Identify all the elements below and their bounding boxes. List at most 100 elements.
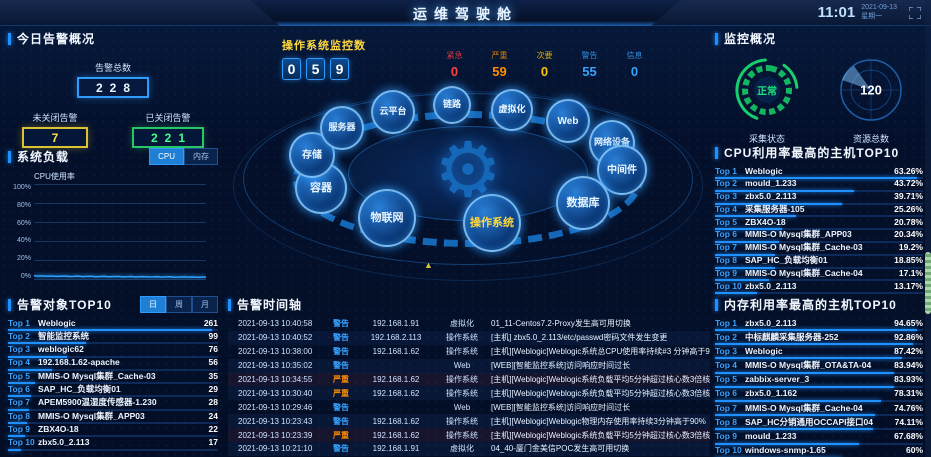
category-node[interactable]: 链路 <box>433 86 471 124</box>
cpu-percent: 63.26% <box>894 165 923 176</box>
list-item[interactable]: Top 9 MMIS-O Mysql集群_Cache-04 17.1% <box>715 267 923 282</box>
bar-fill <box>715 202 842 205</box>
list-item[interactable]: Top 10 zbx5.0_2.113 13.17% <box>715 280 923 295</box>
list-item[interactable]: Top 2 智能监控系统 99 <box>8 330 218 345</box>
list-item[interactable]: Top 8 MMIS-O Mysql集群_APP03 24 <box>8 410 218 425</box>
list-item[interactable]: Top 5 MMIS-O Mysql集群_Cache-03 35 <box>8 370 218 385</box>
list-item[interactable]: Top 4 192.168.1.62-apache 56 <box>8 357 218 371</box>
table-row[interactable]: 2021-09-13 10:21:10 警告 192.168.1.91 虚拟化 … <box>228 442 710 456</box>
overview-title: 监控概况 <box>715 30 923 47</box>
severity-badge: 警告 <box>333 402 349 412</box>
table-row[interactable]: 2021-09-13 10:40:52 警告 192.168.2.113 操作系… <box>228 330 710 345</box>
load-tab[interactable]: CPU <box>149 148 184 165</box>
bar-track <box>8 435 218 438</box>
table-row[interactable]: 2021-09-13 10:40:58 警告 192.168.1.91 虚拟化 … <box>228 317 710 331</box>
host-name: windows-snmp-1.65 <box>745 445 826 456</box>
category-node[interactable]: Web <box>546 99 590 143</box>
host-name: MMIS-O Mysql集群_Cache-03 <box>745 242 863 253</box>
list-item[interactable]: Top 6 MMIS-O Mysql集群_APP03 20.34% <box>715 229 923 243</box>
category-node[interactable]: 数据库 <box>556 176 610 230</box>
load-tab[interactable]: 内存 <box>184 148 218 165</box>
category-node[interactable]: 中间件 <box>597 145 647 195</box>
list-item[interactable]: Top 1 Weblogic 261 <box>8 317 218 331</box>
table-row[interactable]: 2021-09-13 10:23:43 警告 192.168.1.62 操作系统… <box>228 414 710 429</box>
category-node[interactable]: 云平台 <box>371 90 415 134</box>
alarm-description: [主机][Weblogic]Weblogic物理内存使用率持续3分钟高于90% <box>491 416 706 426</box>
bar-track <box>8 448 218 451</box>
mem-percent: 67.68% <box>894 431 923 441</box>
alarm-ip: 192.168.1.91 <box>372 444 420 454</box>
table-row[interactable]: 2021-09-13 10:30:40 严重 192.168.1.62 操作系统… <box>228 386 710 401</box>
period-tab[interactable]: 月 <box>192 296 218 313</box>
period-tab[interactable]: 日 <box>140 296 166 313</box>
alarm-category: Web <box>453 402 471 412</box>
list-item[interactable]: Top 6 zbx5.0_1.162 78.31% <box>715 388 923 402</box>
list-item[interactable]: Top 8 SAP_HC分销通用OCCAPI接口04 74.11% <box>715 416 923 431</box>
load-chart-yticks: 100% 80% 60% 40% 20% 0% <box>10 184 34 280</box>
severity-badge: 警告 <box>333 333 349 343</box>
alarm-ip: 192.168.1.62 <box>372 416 420 426</box>
bar-fill <box>8 382 36 385</box>
category-node[interactable]: 服务器 <box>320 106 364 150</box>
list-item[interactable]: Top 1 Weblogic 63.26% <box>715 165 923 179</box>
list-item[interactable]: Top 6 SAP_HC_负载均衡01 29 <box>8 383 218 398</box>
alarm-description: [主机] zbx5.0_2.113/etc/passwd密码文件发生变更 <box>491 333 668 343</box>
resource-total-gauge: 120 资源总数 <box>829 55 913 145</box>
table-row[interactable]: 2021-09-13 10:38:00 警告 192.168.1.62 操作系统… <box>228 345 710 359</box>
mem-percent: 60% <box>905 445 923 456</box>
list-item[interactable]: Top 4 MMIS-O Mysql集群_OTA&TA-04 83.94% <box>715 360 923 374</box>
list-item[interactable]: Top 7 MMIS-O Mysql集群_Cache-04 74.76% <box>715 402 923 417</box>
scrollbar-thumb[interactable] <box>925 252 931 314</box>
closed-alarms-label: 已关闭告警 <box>145 113 191 123</box>
category-node[interactable]: 物联网 <box>358 189 416 247</box>
bar-fill <box>8 355 67 358</box>
bar-track <box>715 202 923 205</box>
mem-percent: 94.65% <box>894 317 923 328</box>
open-alarms-label: 未关闭告警 <box>32 113 78 123</box>
rank-label: Top 10 <box>8 437 35 448</box>
table-row[interactable]: 2021-09-13 10:34:55 严重 192.168.1.62 操作系统… <box>228 372 710 387</box>
severity-badge: 警告 <box>333 347 349 357</box>
page-scrollbar[interactable] <box>925 0 931 457</box>
list-item[interactable]: Top 2 mould_1.233 43.72% <box>715 178 923 192</box>
list-item[interactable]: Top 10 zbx5.0_2.113 17 <box>8 437 218 451</box>
bar-fill <box>8 408 29 411</box>
list-item[interactable]: Top 5 zabbix-server_3 83.93% <box>715 374 923 388</box>
list-item[interactable]: Top 8 SAP_HC_负载均衡01 18.85% <box>715 255 923 269</box>
object-name: 192.168.1.62-apache <box>38 357 120 368</box>
table-row[interactable]: 2021-09-13 10:35:02 警告 Web [WEB][智能监控系统]… <box>228 358 710 373</box>
table-row[interactable]: 2021-09-13 10:23:39 严重 192.168.1.62 操作系统… <box>228 428 710 443</box>
category-node[interactable]: 虚拟化 <box>491 89 533 131</box>
header-trapezoid <box>250 0 681 26</box>
bar-fill <box>715 399 882 402</box>
list-item[interactable]: Top 9 mould_1.233 67.68% <box>715 431 923 445</box>
list-item[interactable]: Top 7 MMIS-O Mysql集群_Cache-03 19.2% <box>715 242 923 256</box>
fullscreen-icon[interactable] <box>909 7 921 19</box>
timeline-rows: 2021-09-13 10:40:58 警告 192.168.1.91 虚拟化 … <box>228 317 710 456</box>
period-tab[interactable]: 周 <box>166 296 192 313</box>
host-name: zbx5.0_2.113 <box>745 280 797 291</box>
list-item[interactable]: Top 3 Weblogic 87.42% <box>715 345 923 360</box>
panel-monitor-overview: 监控概况 正常 采集状态 120 资源总数 <box>715 30 923 145</box>
list-item[interactable]: Top 9 ZBX4O-18 22 <box>8 423 218 438</box>
list-item[interactable]: Top 3 weblogic62 76 <box>8 344 218 358</box>
bar-track <box>715 385 923 388</box>
bar-track <box>8 382 218 385</box>
alarm-ip: 192.168.1.62 <box>372 347 420 357</box>
alarm-count: 56 <box>208 357 218 368</box>
list-item[interactable]: Top 7 APEM5900温湿度传感器-1.230 28 <box>8 397 218 411</box>
list-item[interactable]: Top 10 windows-snmp-1.65 60% <box>715 445 923 457</box>
table-row[interactable]: 2021-09-13 10:29:46 警告 Web [WEB][智能监控系统]… <box>228 400 710 414</box>
host-name: MMIS-O Mysql集群_Cache-04 <box>745 402 863 413</box>
list-item[interactable]: Top 3 zbx5.0_2.113 39.71% <box>715 191 923 205</box>
category-node[interactable]: 操作系统 <box>463 194 521 252</box>
collection-status-gauge: 正常 采集状态 <box>725 55 809 145</box>
list-item[interactable]: Top 1 zbx5.0_2.113 94.65% <box>715 317 923 331</box>
alarm-ip: 192.168.1.62 <box>372 430 420 440</box>
list-item[interactable]: Top 5 ZBX4O-18 20.78% <box>715 216 923 231</box>
list-item[interactable]: Top 2 中标麒麟采集服务器-252 92.86% <box>715 331 923 346</box>
object-name: MMIS-O Mysql集群_Cache-03 <box>38 370 156 381</box>
closed-alarms-group: 已关闭告警 221 <box>132 111 204 148</box>
list-item[interactable]: Top 4 采集服务器-105 25.26% <box>715 203 923 218</box>
alarm-category: 操作系统 <box>446 430 478 440</box>
